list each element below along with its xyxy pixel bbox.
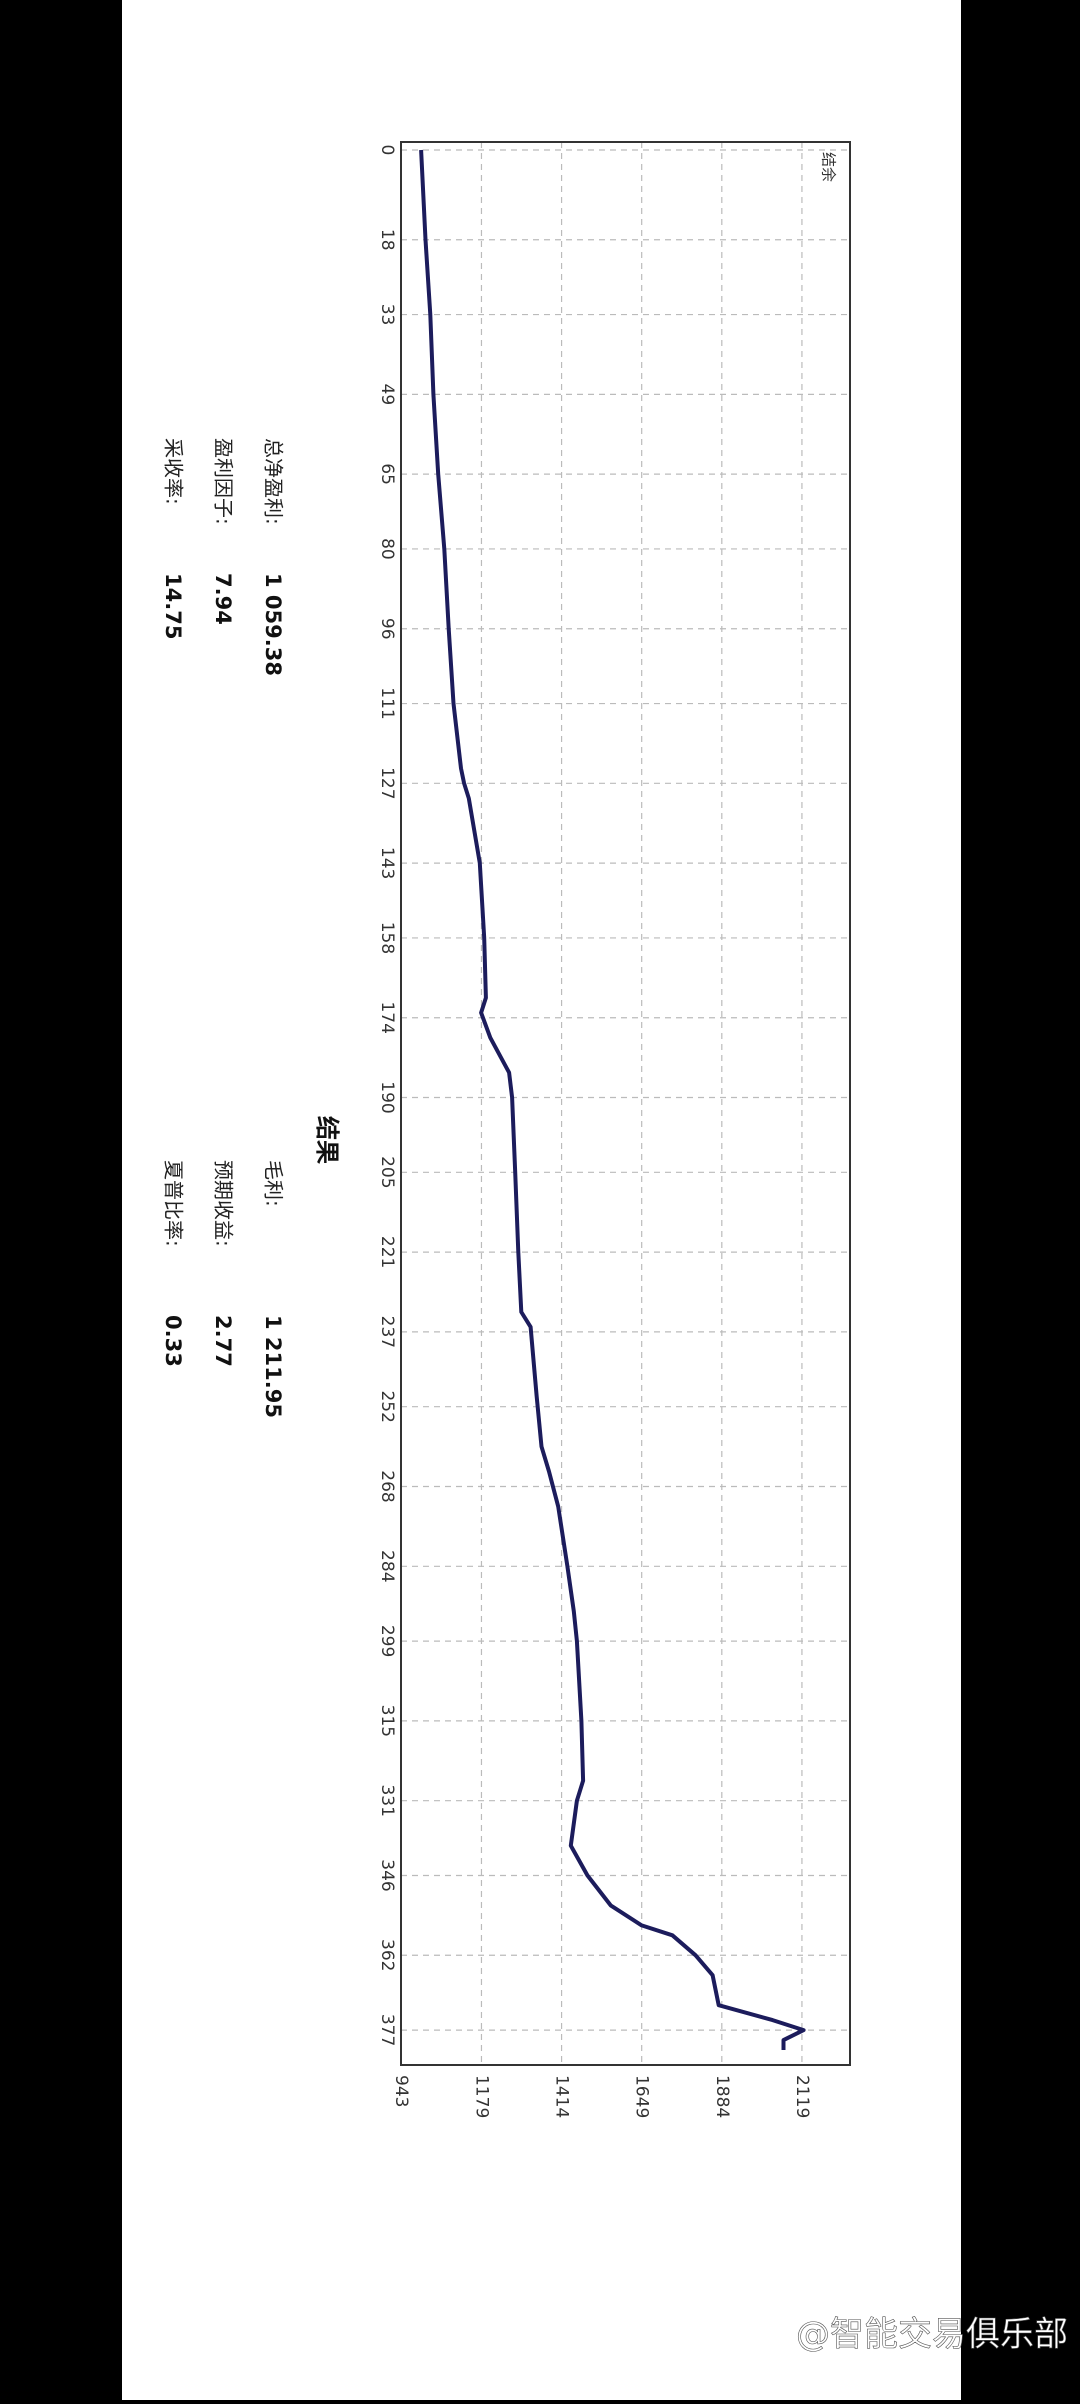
- x-tick-label: 362: [377, 1939, 397, 1971]
- stat-value: 7.94: [211, 573, 235, 625]
- x-tick-label: 96: [377, 618, 397, 640]
- watermark: @智能交易俱乐部: [796, 2315, 1068, 2355]
- x-tick-label: 190: [377, 1081, 397, 1113]
- x-tick-label: 377: [377, 2014, 397, 2046]
- x-tick-label: 205: [377, 1156, 397, 1188]
- x-tick-label: 80: [377, 538, 397, 560]
- results-title: 结果: [313, 1116, 341, 1164]
- stat-label: 采收率:: [162, 438, 186, 505]
- stat-label: 总净盈利:: [262, 438, 286, 525]
- stat-value: 1 211.95: [261, 1315, 285, 1418]
- x-tick-label: 18: [377, 229, 397, 251]
- y-tick-label: 1884: [712, 2075, 732, 2118]
- y-tick-label: 1179: [471, 2075, 491, 2118]
- x-tick-label: 268: [377, 1470, 397, 1502]
- plot-frame: [400, 141, 851, 2066]
- x-tick-label: 65: [377, 463, 397, 485]
- x-tick-label: 299: [377, 1625, 397, 1657]
- x-tick-label: 331: [377, 1784, 397, 1816]
- x-tick-label: 174: [377, 1001, 397, 1033]
- stat-label: 预期收益:: [212, 1160, 236, 1247]
- x-tick-label: 0: [377, 145, 397, 156]
- stat-value: 2.77: [211, 1315, 235, 1367]
- x-tick-label: 221: [377, 1236, 397, 1268]
- x-tick-label: 143: [377, 847, 397, 879]
- x-tick-label: 49: [377, 384, 397, 406]
- y-tick-label: 2119: [792, 2075, 812, 2118]
- x-tick-label: 158: [377, 922, 397, 954]
- y-tick-label: 1414: [552, 2075, 572, 2118]
- stat-value: 14.75: [161, 573, 185, 639]
- page: [122, 0, 961, 2400]
- stat-value: 0.33: [161, 1315, 185, 1367]
- x-tick-label: 237: [377, 1316, 397, 1348]
- x-tick-label: 111: [377, 687, 397, 719]
- stat-label: 毛利:: [262, 1160, 286, 1207]
- y-tick-label: 943: [391, 2075, 411, 2107]
- y-tick-label: 1649: [632, 2075, 652, 2118]
- x-tick-label: 346: [377, 1859, 397, 1891]
- legend-label: 结余: [820, 152, 838, 182]
- balance-line: [419, 149, 806, 2050]
- x-tick-label: 284: [377, 1550, 397, 1582]
- x-tick-label: 33: [377, 304, 397, 326]
- stat-label: 盈利因子:: [212, 438, 236, 525]
- stat-label: 夏普比率:: [162, 1160, 186, 1247]
- x-tick-label: 315: [377, 1705, 397, 1737]
- stat-value: 1 059.38: [261, 573, 285, 676]
- x-tick-label: 127: [377, 767, 397, 799]
- x-tick-label: 252: [377, 1390, 397, 1422]
